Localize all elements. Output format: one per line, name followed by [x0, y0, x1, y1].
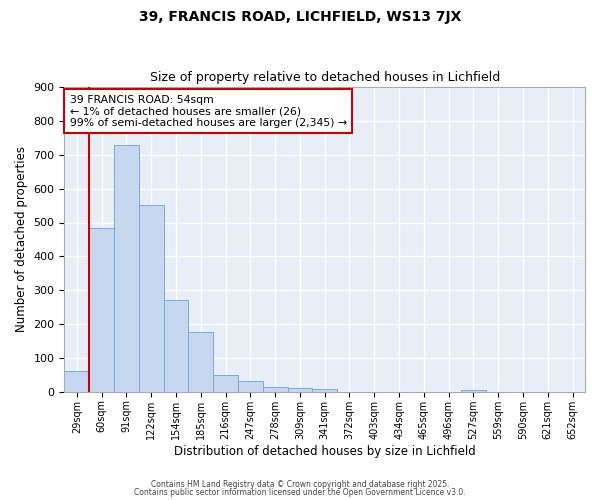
Bar — [64, 372, 89, 392]
X-axis label: Distribution of detached houses by size in Lichfield: Distribution of detached houses by size … — [174, 444, 476, 458]
Bar — [164, 300, 188, 392]
Bar — [263, 386, 287, 392]
Bar — [188, 332, 213, 392]
Bar — [89, 228, 114, 392]
Bar — [313, 390, 337, 392]
Text: Contains HM Land Registry data © Crown copyright and database right 2025.: Contains HM Land Registry data © Crown c… — [151, 480, 449, 489]
Bar — [461, 390, 486, 392]
Text: 39 FRANCIS ROAD: 54sqm
← 1% of detached houses are smaller (26)
99% of semi-deta: 39 FRANCIS ROAD: 54sqm ← 1% of detached … — [70, 94, 347, 128]
Bar — [238, 381, 263, 392]
Text: Contains public sector information licensed under the Open Government Licence v3: Contains public sector information licen… — [134, 488, 466, 497]
Y-axis label: Number of detached properties: Number of detached properties — [15, 146, 28, 332]
Bar — [287, 388, 313, 392]
Text: 39, FRANCIS ROAD, LICHFIELD, WS13 7JX: 39, FRANCIS ROAD, LICHFIELD, WS13 7JX — [139, 10, 461, 24]
Bar — [114, 144, 139, 392]
Bar — [213, 375, 238, 392]
Bar — [139, 204, 164, 392]
Title: Size of property relative to detached houses in Lichfield: Size of property relative to detached ho… — [149, 72, 500, 85]
